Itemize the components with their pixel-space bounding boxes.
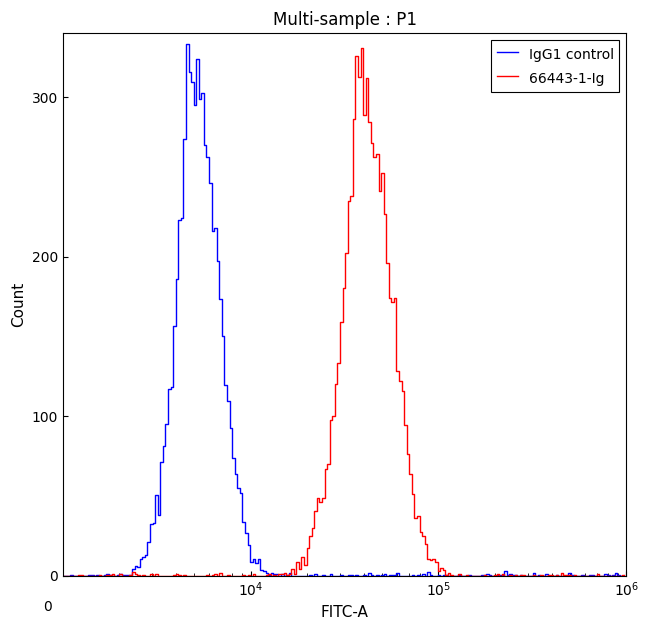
- IgG1 control: [619, 572, 627, 580]
- 66443-1-Ig: [216, 570, 224, 577]
- 66443-1-Ig: [619, 572, 627, 579]
- 66443-1-Ig: [502, 572, 510, 580]
- IgG1 control: [519, 572, 527, 580]
- IgG1 control: [291, 572, 299, 580]
- IgG1 control: [170, 322, 178, 329]
- 66443-1-Ig: [358, 45, 366, 52]
- IgG1 control: [209, 228, 217, 235]
- IgG1 control: [499, 572, 507, 579]
- 66443-1-Ig: [291, 570, 299, 577]
- 66443-1-Ig: [173, 570, 181, 578]
- Y-axis label: Count: Count: [11, 282, 26, 327]
- IgG1 control: [216, 295, 224, 303]
- Line: 66443-1-Ig: 66443-1-Ig: [0, 49, 623, 576]
- Title: Multi-sample : P1: Multi-sample : P1: [272, 11, 417, 29]
- IgG1 control: [183, 40, 191, 48]
- Legend: IgG1 control, 66443-1-Ig: IgG1 control, 66443-1-Ig: [491, 40, 619, 92]
- 66443-1-Ig: [209, 570, 217, 578]
- X-axis label: FITC-A: FITC-A: [320, 605, 369, 620]
- 66443-1-Ig: [253, 572, 261, 580]
- Text: 0: 0: [43, 600, 51, 615]
- Line: IgG1 control: IgG1 control: [0, 44, 623, 576]
- IgG1 control: [253, 559, 261, 567]
